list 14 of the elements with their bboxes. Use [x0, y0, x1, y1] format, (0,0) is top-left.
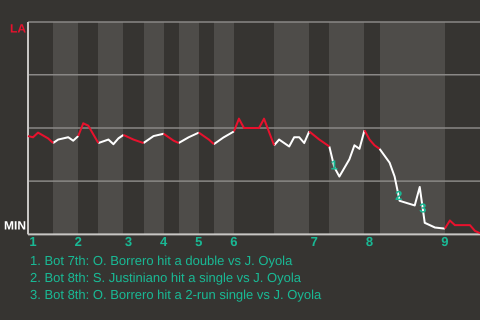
x-tick-label: 5 — [195, 234, 202, 249]
text: 2. Bot 8th: S. Justiniano hit a single vs J. Oyola — [30, 270, 302, 285]
x-tick-label: 2 — [74, 234, 82, 249]
text: MIN — [4, 218, 26, 233]
text: 1. Bot 7th: O. Borrero hit a double vs J. Oyola — [30, 252, 294, 268]
x-tick-label: 7 — [310, 234, 318, 249]
x-tick-label: 6 — [230, 234, 238, 249]
text: LA — [10, 21, 26, 36]
x-tick-label: 9 — [441, 234, 448, 249]
x-tick-label: 1 — [29, 234, 37, 249]
x-tick-label: 4 — [160, 234, 168, 249]
text: 3. Bot 8th: O. Borrero hit a 2-run single vs J. Oyola — [30, 286, 322, 302]
x-tick-label: 3 — [124, 234, 132, 249]
x-tick-label: 8 — [366, 234, 374, 249]
